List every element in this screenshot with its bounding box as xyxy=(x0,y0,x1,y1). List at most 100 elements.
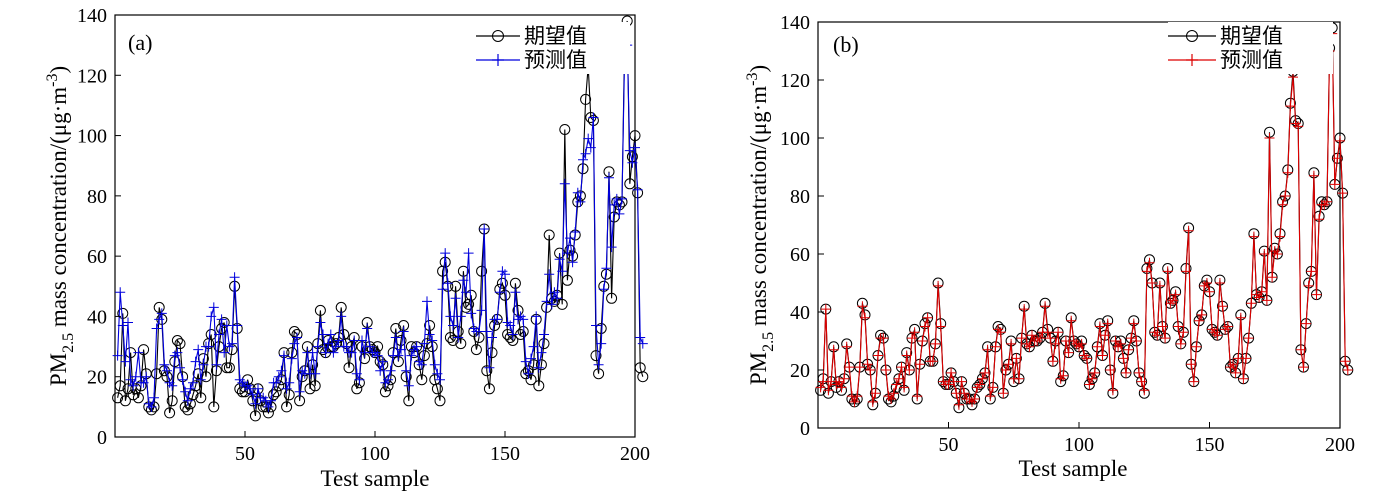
point-predicted xyxy=(554,254,565,265)
point-predicted xyxy=(912,391,923,402)
point-predicted xyxy=(606,242,617,253)
point-predicted xyxy=(865,365,876,375)
point-predicted xyxy=(1280,191,1291,201)
point-expected xyxy=(208,401,220,413)
point-predicted xyxy=(403,380,414,391)
point-predicted xyxy=(886,394,897,404)
point-predicted xyxy=(1006,338,1017,349)
point-predicted xyxy=(172,347,183,358)
y-tick-label: 100 xyxy=(780,128,810,150)
point-predicted xyxy=(998,388,1009,399)
point-predicted xyxy=(935,321,946,332)
point-predicted xyxy=(1241,353,1251,364)
point-predicted xyxy=(481,326,492,337)
point-expected xyxy=(629,130,641,142)
point-predicted xyxy=(1295,344,1306,355)
point-predicted xyxy=(1110,336,1121,346)
x-axis-title: Test sample xyxy=(1019,456,1128,481)
y-title-sup: -3 xyxy=(44,74,61,87)
point-expected xyxy=(195,392,207,404)
point-expected xyxy=(403,395,415,407)
point-predicted xyxy=(1335,135,1345,146)
point-expected xyxy=(504,332,516,343)
point-predicted xyxy=(398,326,409,337)
y-title-rest: mass concentration/(μg·m xyxy=(46,87,71,333)
point-predicted xyxy=(1154,280,1165,291)
point-predicted xyxy=(1107,385,1118,396)
point-predicted xyxy=(585,142,596,153)
point-predicted xyxy=(580,148,591,159)
point-predicted xyxy=(541,296,552,307)
point-predicted xyxy=(901,350,912,361)
point-predicted xyxy=(1170,289,1181,300)
point-predicted xyxy=(1272,249,1283,259)
point-expected xyxy=(543,229,555,241)
point-predicted xyxy=(528,341,539,352)
point-predicted xyxy=(531,311,542,322)
point-predicted xyxy=(211,359,222,370)
point-predicted xyxy=(351,368,362,379)
panel-label: (b) xyxy=(833,32,859,57)
point-predicted xyxy=(383,374,393,385)
point-predicted xyxy=(974,379,985,390)
point-predicted xyxy=(453,332,464,343)
point-predicted xyxy=(1136,376,1147,387)
point-predicted xyxy=(466,308,477,319)
point-predicted xyxy=(125,374,136,385)
point-predicted xyxy=(393,350,404,361)
point-predicted xyxy=(120,356,131,367)
point-predicted xyxy=(1303,280,1314,291)
point-predicted xyxy=(1168,295,1178,306)
y-tick-label: 60 xyxy=(790,244,810,266)
point-predicted xyxy=(852,391,863,402)
y-tick-label: 80 xyxy=(790,186,810,208)
y-tick-label: 0 xyxy=(800,418,810,440)
point-predicted xyxy=(899,382,910,393)
point-predicted xyxy=(138,377,149,388)
x-tick-label: 150 xyxy=(1195,434,1225,456)
point-predicted xyxy=(1204,286,1215,297)
point-predicted xyxy=(1045,333,1056,344)
point-predicted xyxy=(310,368,321,379)
point-predicted xyxy=(593,359,604,370)
point-predicted xyxy=(854,362,865,373)
point-predicted xyxy=(1301,318,1312,329)
point-predicted xyxy=(880,365,891,375)
legend: 期望值 预测值 xyxy=(1168,22,1333,74)
point-predicted xyxy=(539,329,549,340)
point-predicted xyxy=(1256,286,1267,297)
point-predicted xyxy=(1157,321,1168,332)
point-predicted xyxy=(146,401,157,412)
point-predicted xyxy=(1123,344,1134,355)
point-predicted xyxy=(956,376,967,387)
y-title-sup: -3 xyxy=(744,73,761,86)
point-predicted xyxy=(1014,373,1024,384)
point-predicted xyxy=(967,396,977,407)
point-predicted xyxy=(977,373,988,384)
point-predicted xyxy=(487,332,497,343)
point-predicted xyxy=(1277,199,1288,210)
point-predicted xyxy=(849,396,860,407)
point-predicted xyxy=(591,320,601,331)
point-predicted xyxy=(1329,179,1340,190)
point-expected xyxy=(455,338,467,350)
point-predicted xyxy=(1118,353,1129,364)
point-predicted xyxy=(1290,118,1301,129)
point-predicted xyxy=(552,293,562,304)
point-predicted xyxy=(933,280,944,291)
point-predicted xyxy=(544,269,555,280)
point-predicted xyxy=(1235,312,1246,323)
point-expected xyxy=(304,383,316,395)
point-predicted xyxy=(396,344,406,355)
point-predicted xyxy=(922,312,933,323)
x-tick-label: 50 xyxy=(235,443,255,465)
point-predicted xyxy=(1267,272,1278,283)
y-tick-label: 40 xyxy=(790,302,810,324)
point-predicted xyxy=(598,284,609,295)
point-predicted xyxy=(419,338,430,349)
point-predicted xyxy=(1131,336,1142,346)
y-tick-label: 40 xyxy=(87,306,107,328)
point-expected xyxy=(166,395,178,407)
point-predicted xyxy=(1089,367,1100,378)
point-predicted xyxy=(385,365,396,376)
